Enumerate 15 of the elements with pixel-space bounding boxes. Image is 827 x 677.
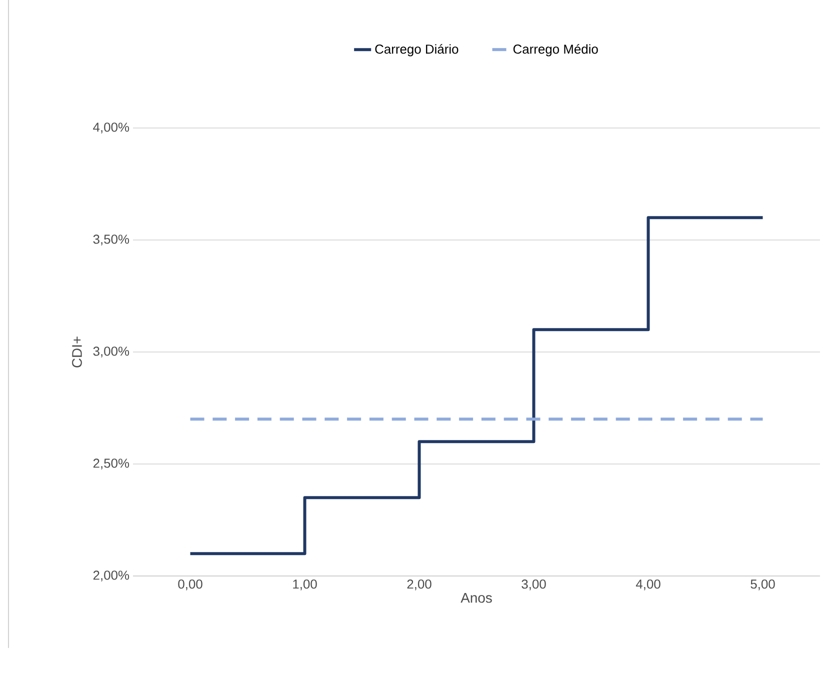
x-tick-label: 5,00 bbox=[750, 580, 775, 590]
legend-label: Carrego Médio bbox=[513, 44, 598, 56]
y-tick-label: 2,50% bbox=[93, 458, 130, 470]
x-tick-label: 1,00 bbox=[293, 580, 317, 590]
x-tick-label: 2,00 bbox=[407, 580, 432, 590]
x-tick-label: 0,00 bbox=[178, 580, 202, 590]
y-tick-label: 2,00% bbox=[93, 570, 130, 582]
y-tick-label: 3,50% bbox=[93, 234, 130, 246]
y-tick-label: 4,00% bbox=[93, 122, 130, 134]
x-axis-title: Anos bbox=[460, 593, 492, 603]
x-tick-label: 4,00 bbox=[636, 580, 660, 590]
y-axis-title: CDI+ bbox=[72, 336, 82, 368]
legend-label: Carrego Diário bbox=[375, 44, 458, 56]
x-tick-label: 3,00 bbox=[522, 580, 546, 590]
y-tick-label: 3,00% bbox=[93, 346, 130, 358]
